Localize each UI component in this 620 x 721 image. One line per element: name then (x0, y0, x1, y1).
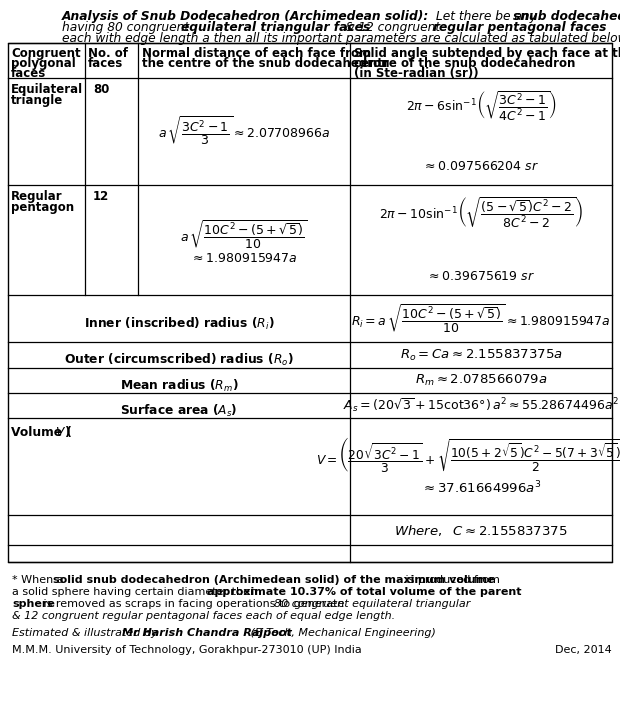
Text: Mr Harish Chandra Rajpoot: Mr Harish Chandra Rajpoot (122, 628, 292, 638)
Text: faces: faces (11, 67, 46, 80)
Text: $a\,\sqrt{\dfrac{10C^{2}-(5+\sqrt{5})}{10}}$: $a\,\sqrt{\dfrac{10C^{2}-(5+\sqrt{5})}{1… (180, 219, 308, 251)
Text: 80 congruent equilateral triangular: 80 congruent equilateral triangular (274, 599, 471, 609)
Text: centre of the snub dodecahedron: centre of the snub dodecahedron (354, 57, 575, 70)
Text: Estimated & illustrated by: Estimated & illustrated by (12, 628, 161, 638)
Text: $R_i=a\,\sqrt{\dfrac{10C^{2}-(5+\sqrt{5})}{10}}\approx 1.980915947a$: $R_i=a\,\sqrt{\dfrac{10C^{2}-(5+\sqrt{5}… (351, 302, 611, 335)
Text: solid snub dodecahedron (Archimedean solid) of the maximum volume: solid snub dodecahedron (Archimedean sol… (53, 575, 495, 585)
Text: $\approx 1.980915947a$: $\approx 1.980915947a$ (190, 252, 298, 265)
Text: 80: 80 (93, 83, 109, 96)
Text: $2\pi-10\sin^{-1}\!\left(\sqrt{\dfrac{(5-\sqrt{5})C^{2}-2}{8C^{2}-2}}\right)$: $2\pi-10\sin^{-1}\!\left(\sqrt{\dfrac{(5… (379, 195, 583, 230)
Text: Inner (inscribed) radius ($R_i$): Inner (inscribed) radius ($R_i$) (84, 316, 274, 332)
Text: Let there be any: Let there be any (432, 10, 541, 23)
Text: $A_s=(20\sqrt{3}+15\mathrm{cot}36°)\,a^2\approx 55.28674496a^2$: $A_s=(20\sqrt{3}+15\mathrm{cot}36°)\,a^2… (343, 397, 619, 415)
Text: Volume (: Volume ( (11, 426, 72, 439)
Text: $a\,\sqrt{\dfrac{3C^{2}-1}{3}}\approx 2.07708966a$: $a\,\sqrt{\dfrac{3C^{2}-1}{3}}\approx 2.… (157, 115, 330, 148)
Bar (8, 43, 612, 562)
Text: $R_m\approx 2.078566079a$: $R_m\approx 2.078566079a$ (415, 373, 547, 388)
Text: & 12 congruent: & 12 congruent (341, 21, 444, 34)
Text: equilateral triangular faces: equilateral triangular faces (181, 21, 370, 34)
Text: $\approx 0.097566204\ sr$: $\approx 0.097566204\ sr$ (422, 161, 539, 174)
Text: is produced from: is produced from (402, 575, 500, 585)
Text: sphere: sphere (12, 599, 55, 609)
Text: $R_o=Ca\approx 2.155837375a$: $R_o=Ca\approx 2.155837375a$ (399, 348, 562, 363)
Text: $\approx 0.39675619\ sr$: $\approx 0.39675619\ sr$ (427, 270, 536, 283)
Text: $V=\left(\dfrac{20\sqrt{3C^{2}-1}}{3}+\sqrt{\dfrac{10(5+2\sqrt{5})C^{2}-5(7+3\sq: $V=\left(\dfrac{20\sqrt{3C^{2}-1}}{3}+\s… (316, 435, 620, 474)
Text: $\approx 37.61664996a^3$: $\approx 37.61664996a^3$ (421, 480, 541, 497)
Text: Outer (circumscribed) radius ($R_o$): Outer (circumscribed) radius ($R_o$) (64, 352, 294, 368)
Text: polygonal: polygonal (11, 57, 76, 70)
Text: (B Tech, Mechanical Engineering): (B Tech, Mechanical Engineering) (247, 628, 436, 638)
Text: is removed as scraps in facing operations to generate: is removed as scraps in facing operation… (40, 599, 348, 609)
Text: Solid angle subtended by each face at the: Solid angle subtended by each face at th… (354, 47, 620, 60)
Text: Regular: Regular (11, 190, 63, 203)
Text: $2\pi-6\sin^{-1}\!\left(\sqrt{\dfrac{3C^{2}-1}{4C^{2}-1}}\right)$: $2\pi-6\sin^{-1}\!\left(\sqrt{\dfrac{3C^… (405, 89, 556, 123)
Text: & 12 congruent regular pentagonal faces each of equal edge length.: & 12 congruent regular pentagonal faces … (12, 611, 395, 621)
Text: each with edge length a then all its important parameters are calculated as tabu: each with edge length a then all its imp… (62, 32, 620, 45)
Text: (in Ste-radian (sr)): (in Ste-radian (sr)) (354, 67, 479, 80)
Text: Surface area ($A_s$): Surface area ($A_s$) (120, 402, 237, 419)
Text: snub dodecahedron: snub dodecahedron (513, 10, 620, 23)
Text: Equilateral: Equilateral (11, 83, 83, 96)
Text: Analysis of Snub Dodecahedron (Archimedean solid):: Analysis of Snub Dodecahedron (Archimede… (62, 10, 429, 23)
Text: Normal distance of each face from: Normal distance of each face from (142, 47, 371, 60)
Text: No. of: No. of (88, 47, 128, 60)
Text: M.M.M. University of Technology, Gorakhpur-273010 (UP) India: M.M.M. University of Technology, Gorakhp… (12, 645, 361, 655)
Text: pentagon: pentagon (11, 201, 74, 214)
Text: the centre of the snub dodecahedron: the centre of the snub dodecahedron (142, 57, 389, 70)
Text: faces: faces (88, 57, 123, 70)
Text: a solid sphere having certain diameter then: a solid sphere having certain diameter t… (12, 587, 260, 597)
Text: $V$: $V$ (55, 426, 66, 439)
Text: regular pentagonal faces: regular pentagonal faces (433, 21, 606, 34)
Text: ): ) (64, 426, 69, 439)
Text: Mean radius ($R_m$): Mean radius ($R_m$) (120, 378, 238, 394)
Text: triangle: triangle (11, 94, 63, 107)
Text: approximate 10.37% of total volume of the parent: approximate 10.37% of total volume of th… (207, 587, 521, 597)
Text: 12: 12 (93, 190, 109, 203)
Text: Dec, 2014: Dec, 2014 (555, 645, 612, 655)
Text: Congruent: Congruent (11, 47, 81, 60)
Text: having 80 congruent: having 80 congruent (62, 21, 193, 34)
Text: * When a: * When a (12, 575, 67, 585)
Text: $\it{Where},\ \ C\approx 2.155837375$: $\it{Where},\ \ C\approx 2.155837375$ (394, 523, 568, 537)
